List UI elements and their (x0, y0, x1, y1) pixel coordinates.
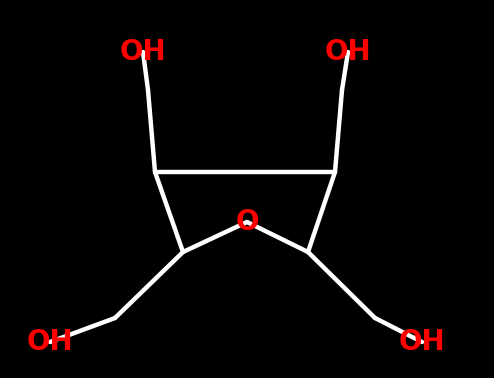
Text: OH: OH (27, 328, 73, 356)
Text: OH: OH (325, 38, 371, 66)
Text: O: O (235, 208, 259, 236)
Text: OH: OH (120, 38, 166, 66)
Text: OH: OH (399, 328, 445, 356)
